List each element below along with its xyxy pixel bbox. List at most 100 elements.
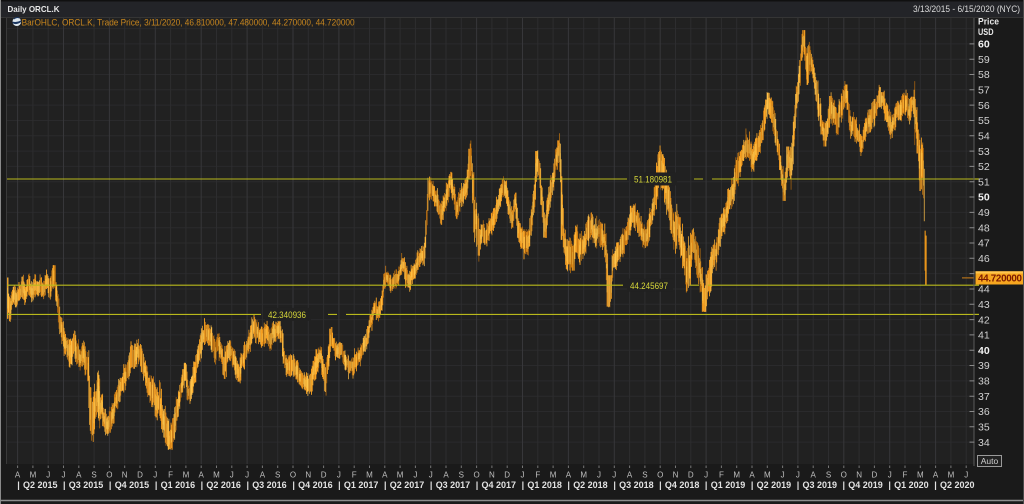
svg-text:Q2 2017: Q2 2017 — [390, 480, 425, 490]
svg-text:Q4 2017: Q4 2017 — [482, 480, 517, 490]
svg-text:|: | — [476, 480, 479, 490]
svg-text:38: 38 — [978, 376, 990, 388]
svg-text:|: | — [934, 480, 937, 490]
svg-text:|: | — [155, 480, 158, 490]
svg-text:M: M — [580, 471, 587, 480]
svg-text:51.180981: 51.180981 — [634, 175, 672, 186]
svg-text:Q3 2019: Q3 2019 — [803, 480, 838, 490]
svg-text:O: O — [106, 471, 112, 480]
svg-text:N: N — [673, 471, 679, 480]
svg-text:47: 47 — [978, 238, 990, 250]
svg-text:J: J — [704, 471, 708, 480]
svg-text:USD: USD — [978, 27, 994, 38]
svg-text:O: O — [473, 471, 479, 480]
svg-text:44.245697: 44.245697 — [630, 281, 668, 292]
svg-text:D: D — [504, 471, 510, 480]
svg-text:A: A — [566, 471, 572, 480]
svg-text:Q3 2016: Q3 2016 — [252, 480, 287, 490]
svg-text:|: | — [338, 480, 341, 490]
svg-text:Q4 2019: Q4 2019 — [848, 480, 883, 490]
svg-text:Q2 2018: Q2 2018 — [573, 480, 608, 490]
svg-text:J: J — [429, 471, 433, 480]
svg-text:A: A — [811, 471, 817, 480]
svg-text:55: 55 — [978, 115, 990, 127]
svg-text:|: | — [201, 480, 204, 490]
svg-text:Price: Price — [978, 17, 999, 28]
svg-text:J: J — [964, 471, 968, 480]
svg-text:A: A — [76, 471, 82, 480]
svg-text:58: 58 — [978, 69, 990, 81]
svg-text:A: A — [627, 471, 633, 480]
svg-text:N: N — [856, 471, 862, 480]
svg-text:46: 46 — [978, 253, 990, 265]
svg-text:Auto: Auto — [981, 456, 999, 466]
svg-text:A: A — [15, 471, 21, 480]
svg-text:52: 52 — [978, 161, 990, 173]
svg-text:|: | — [751, 480, 754, 490]
svg-text:D: D — [137, 471, 143, 480]
svg-text:F: F — [352, 471, 357, 480]
svg-text:F: F — [168, 471, 173, 480]
svg-text:A: A — [260, 471, 266, 480]
svg-text:J: J — [413, 471, 417, 480]
svg-text:40: 40 — [978, 345, 990, 357]
svg-text:M: M — [30, 471, 37, 480]
svg-text:|: | — [384, 480, 387, 490]
svg-text:M: M — [948, 471, 955, 480]
svg-text:|: | — [17, 480, 20, 490]
svg-text:|: | — [247, 480, 250, 490]
svg-text:N: N — [305, 471, 311, 480]
svg-text:J: J — [796, 471, 800, 480]
svg-text:|: | — [522, 480, 525, 490]
svg-text:J: J — [337, 471, 341, 480]
svg-text:M: M — [917, 471, 924, 480]
svg-text:Daily ORCL.K: Daily ORCL.K — [8, 4, 61, 14]
svg-text:|: | — [797, 480, 800, 490]
svg-text:S: S — [275, 471, 280, 480]
svg-text:37: 37 — [978, 391, 990, 403]
svg-text:J: J — [153, 471, 157, 480]
svg-text:A: A — [749, 471, 755, 480]
svg-text:M: M — [397, 471, 404, 480]
svg-text:Q1 2016: Q1 2016 — [161, 480, 196, 490]
svg-text:|: | — [705, 480, 708, 490]
svg-text:A: A — [933, 471, 939, 480]
svg-text:|: | — [659, 480, 662, 490]
svg-text:J: J — [612, 471, 616, 480]
svg-text:36: 36 — [978, 406, 990, 418]
svg-text:51: 51 — [978, 176, 990, 188]
svg-text:S: S — [91, 471, 96, 480]
svg-text:F: F — [719, 471, 724, 480]
svg-text:Q4 2015: Q4 2015 — [115, 480, 150, 490]
svg-text:Q4 2018: Q4 2018 — [665, 480, 700, 490]
svg-text:35: 35 — [978, 422, 990, 434]
svg-text:J: J — [888, 471, 892, 480]
svg-text:Q1 2019: Q1 2019 — [711, 480, 746, 490]
svg-text:Q3 2015: Q3 2015 — [69, 480, 104, 490]
svg-text:|: | — [843, 480, 846, 490]
svg-text:J: J — [46, 471, 50, 480]
svg-text:|: | — [292, 480, 295, 490]
svg-text:34: 34 — [978, 437, 990, 449]
svg-text:D: D — [688, 471, 694, 480]
svg-text:M: M — [764, 471, 771, 480]
svg-text:Q1 2017: Q1 2017 — [344, 480, 379, 490]
svg-text:60: 60 — [978, 39, 990, 51]
svg-text:Q2 2019: Q2 2019 — [757, 480, 792, 490]
svg-text:M: M — [550, 471, 557, 480]
svg-text:42.340936: 42.340936 — [268, 310, 306, 321]
svg-text:53: 53 — [978, 146, 990, 158]
svg-text:|: | — [430, 480, 433, 490]
svg-text:J: J — [597, 471, 601, 480]
svg-text:|: | — [63, 480, 66, 490]
svg-text:Q4 2016: Q4 2016 — [298, 480, 333, 490]
svg-text:M: M — [733, 471, 740, 480]
svg-text:49: 49 — [978, 207, 990, 219]
svg-text:O: O — [657, 471, 663, 480]
svg-text:3/13/2015 - 6/15/2020 (NYC): 3/13/2015 - 6/15/2020 (NYC) — [913, 4, 1020, 15]
svg-text:Q3 2017: Q3 2017 — [436, 480, 471, 490]
svg-text:O: O — [841, 471, 847, 480]
svg-text:BarOHLC, ORCL.K, Trade Price,: BarOHLC, ORCL.K, Trade Price, 3/11/2020,… — [22, 17, 355, 28]
svg-text:A: A — [382, 471, 388, 480]
svg-text:D: D — [872, 471, 878, 480]
